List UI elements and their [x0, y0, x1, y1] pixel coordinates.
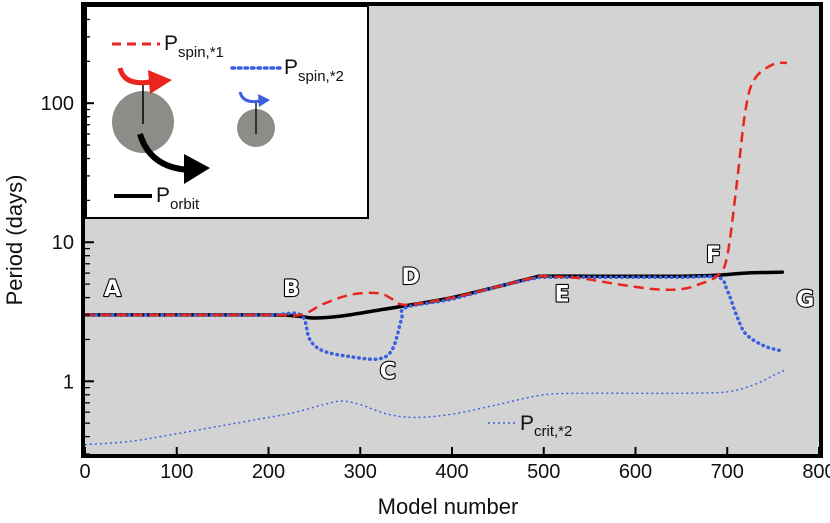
legend-label-spin1-sub: spin,*1	[178, 44, 224, 61]
orbit-arrow-icon	[137, 133, 191, 173]
star2-spin-arrow-icon	[238, 91, 261, 104]
crit-label: Pcrit,*2	[488, 412, 572, 440]
x-tick-label-400: 400	[435, 461, 468, 483]
point-label-f: F	[706, 243, 721, 268]
crit-label-sub: crit,*2	[534, 423, 572, 440]
legend-label-spin1-main: P	[164, 32, 178, 55]
y-tick-label-100: 100	[41, 93, 74, 115]
legend-label-spin1: Pspin,*1	[164, 32, 224, 61]
x-tick-label-0: 0	[79, 461, 90, 483]
y-axis: 1 10 100	[41, 5, 94, 455]
point-label-c: C	[380, 359, 396, 384]
x-tick-label-600: 600	[619, 461, 652, 483]
x-axis: 0 100 200 300 400 500 600 700 800	[79, 447, 830, 483]
x-tick-label-500: 500	[527, 461, 560, 483]
star2-spin-arrowhead-icon	[258, 94, 270, 107]
orbit-arrowhead-icon	[184, 154, 210, 184]
series-layer	[83, 61, 788, 446]
x-axis-title: Model number	[378, 494, 519, 519]
series-line-p-crit-2	[84, 368, 788, 446]
star1-spin-arrow-icon	[117, 67, 151, 86]
y-tick-label-1: 1	[63, 371, 74, 393]
point-label-b: B	[283, 277, 300, 302]
series-line-p-spin-1	[85, 61, 788, 317]
x-tick-label-300: 300	[344, 461, 377, 483]
legend-label-orbit-sub: orbit	[170, 196, 200, 213]
plot-frame	[81, 2, 823, 458]
point-label-g: G	[796, 288, 814, 313]
x-tick-label-200: 200	[252, 461, 285, 483]
legend-label-spin2: Pspin,*2	[284, 56, 344, 85]
x-tick-label-800: 800	[802, 461, 830, 483]
annotation-layer: A B C D E F G	[103, 242, 815, 385]
legend-label-spin2-main: P	[284, 56, 298, 79]
x-tick-label-100: 100	[160, 461, 193, 483]
point-label-a: A	[104, 277, 121, 302]
point-label-d: D	[402, 265, 420, 290]
legend-label-spin2-sub: spin,*2	[298, 68, 344, 85]
point-label-e: E	[555, 282, 570, 307]
y-axis-title: Period (days)	[2, 175, 27, 306]
legend-label-orbit-main: P	[156, 184, 170, 207]
crit-label-text: Pcrit,*2	[520, 412, 572, 440]
y-tick-label-10: 10	[52, 232, 74, 254]
legend: Pspin,*1 Pspin,*2 Porbit	[85, 5, 369, 219]
star1-spin-arrowhead-icon	[148, 70, 172, 94]
crit-label-main: P	[520, 412, 534, 435]
x-tick-label-700: 700	[711, 461, 744, 483]
legend-label-orbit: Porbit	[156, 184, 200, 213]
